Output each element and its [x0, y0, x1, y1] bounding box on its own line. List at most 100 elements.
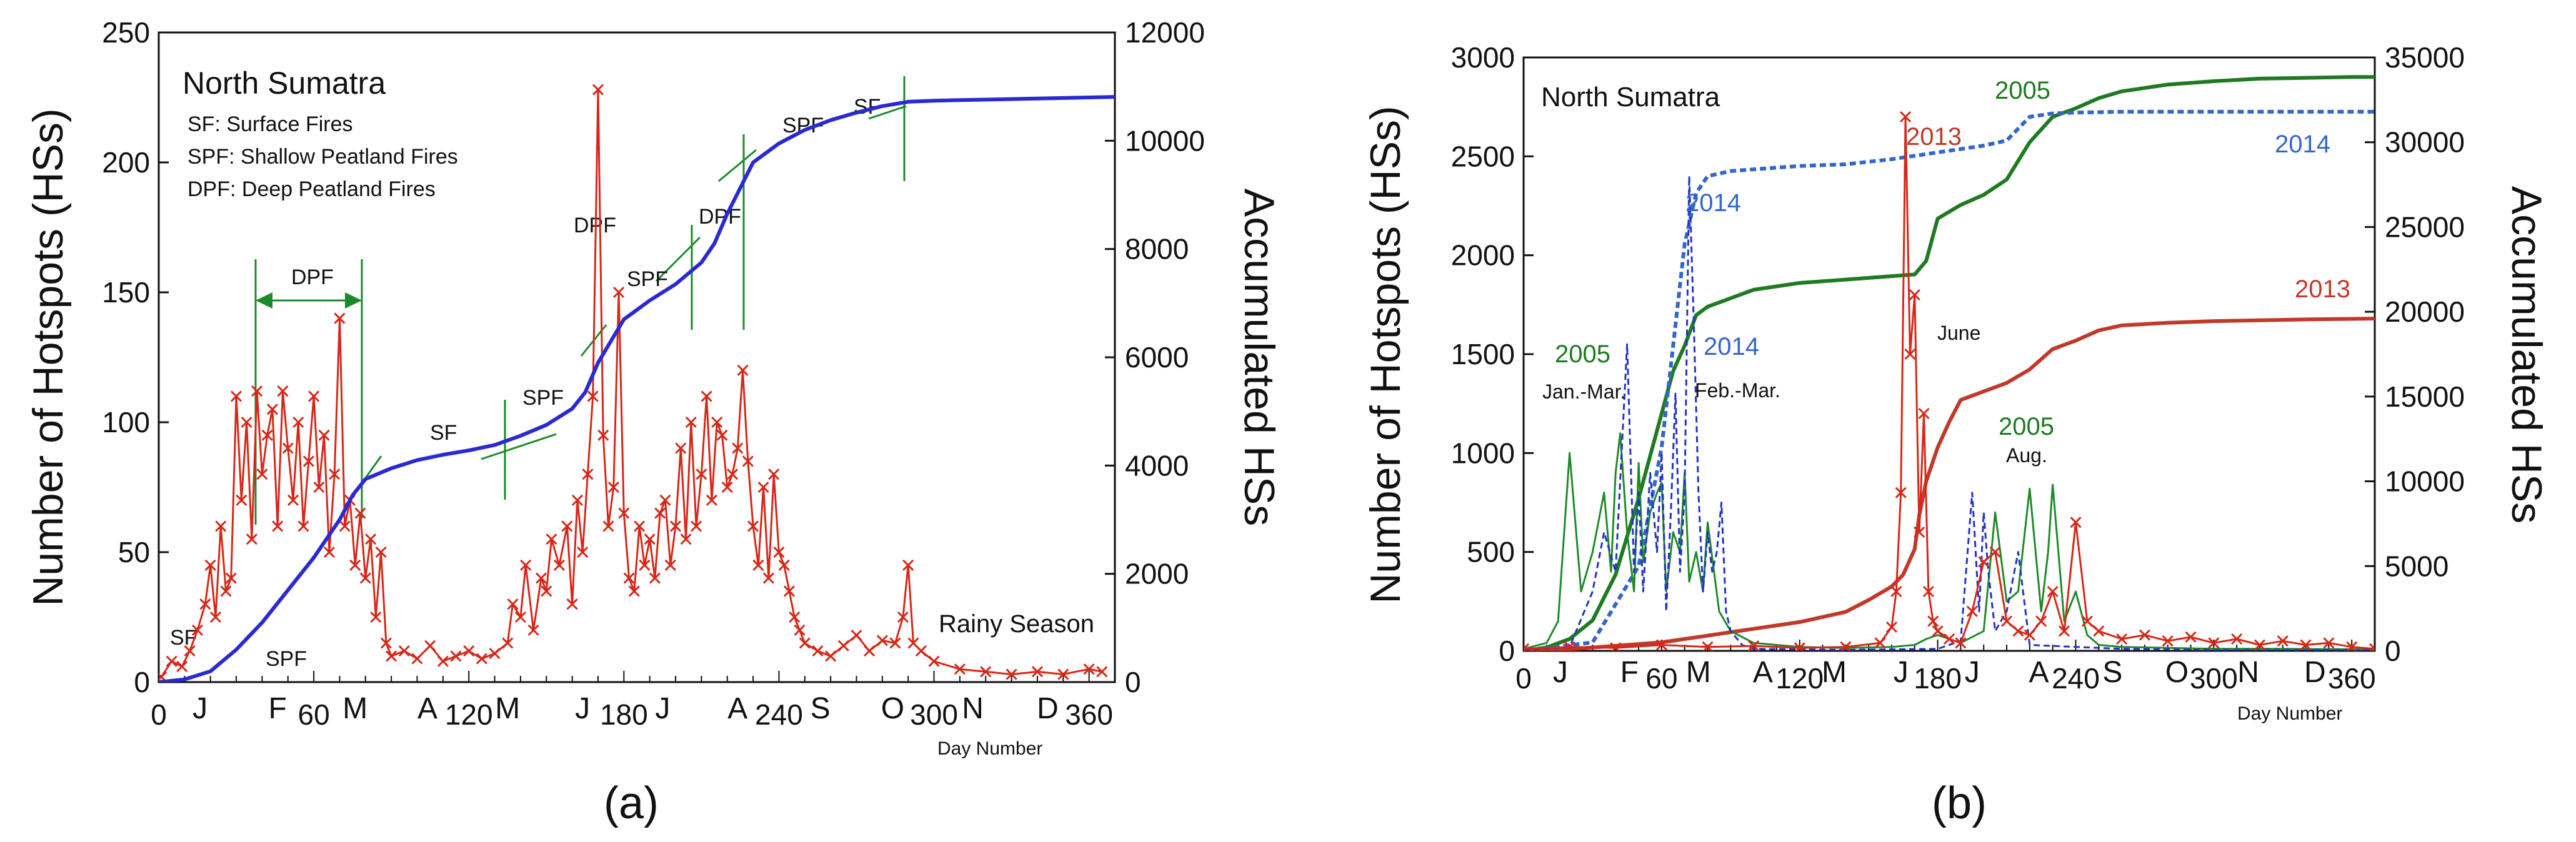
2013-daily-point — [2323, 637, 2335, 649]
daily-hotspots-point — [292, 416, 304, 428]
2014-daily-line — [1524, 175, 2375, 651]
daily-hotspots-point — [272, 520, 284, 532]
2013-daily-point — [1874, 637, 1886, 649]
daily-hotspots-point — [644, 533, 656, 545]
daily-hotspots-point — [282, 442, 294, 454]
month-label: N — [2237, 656, 2259, 689]
legend-dpf: DPF: Deep Peatland Fires — [187, 177, 436, 201]
stage-label-dpf: DPF — [699, 205, 741, 229]
2013-daily-point — [2000, 615, 2013, 627]
rainy-season-label: Rainy Season — [939, 610, 1094, 638]
y-tick-label: 3000 — [1451, 41, 1515, 74]
2013-daily-point — [2254, 639, 2266, 651]
2013-daily-point — [1524, 643, 1530, 651]
legend-spf: SPF: Shallow Peatland Fires — [187, 145, 458, 169]
daily-hotspots-point — [602, 520, 614, 532]
daily-hotspots-point — [225, 572, 237, 584]
month-label: A — [417, 692, 437, 725]
daily-hotspots-point — [902, 559, 914, 571]
2013-daily-point — [2369, 643, 2375, 651]
daily-hotspots-point — [313, 481, 325, 493]
month-label: O — [881, 692, 904, 725]
daily-hotspots-point — [561, 520, 573, 532]
daily-hotspots-point — [411, 653, 423, 665]
month-label: A — [727, 692, 747, 725]
daily-hotspots-point — [277, 385, 289, 397]
daily-hotspots-point — [851, 630, 862, 641]
2013-daily-point — [1918, 407, 1930, 420]
daily-hotspots-point — [864, 645, 876, 657]
2013-daily-point — [1922, 585, 1934, 598]
2013-daily-point — [2139, 629, 2150, 641]
daily-hotspots-point — [654, 507, 666, 519]
x-tick-label: 0 — [1515, 662, 1532, 695]
label-2014-accum: 2014 — [2275, 131, 2330, 158]
axis-ticks-a: 0 50 100 150 200 250 0 2000 4000 6000 8000 10000 120… — [102, 16, 1205, 731]
daily-hotspots-point — [954, 663, 966, 675]
daily-hotspots-point — [386, 650, 397, 662]
y-tick-label: 1000 — [1451, 437, 1515, 469]
daily-hotspots-point — [359, 572, 371, 584]
y2-tick-label: 30000 — [2385, 126, 2465, 159]
y-tick-label: 2500 — [1451, 140, 1515, 172]
daily-hotspots-point — [546, 533, 557, 545]
daily-hotspots-point — [220, 585, 232, 597]
daily-hotspots-point — [639, 559, 651, 571]
label-2005-accum: 2005 — [1995, 77, 2050, 104]
daily-hotspots-point — [553, 559, 566, 571]
2013-daily-point — [1914, 526, 1925, 538]
daily-hotspots-point — [597, 429, 609, 441]
daily-hotspots-point — [566, 598, 578, 610]
daily-hotspots-point — [876, 635, 888, 646]
2013-daily-point — [2012, 625, 2024, 637]
daily-hotspots-point — [241, 416, 252, 428]
month-label: F — [1620, 656, 1639, 689]
label-2014-peak: 2014 — [1685, 189, 1741, 217]
y2-tick-label: 10000 — [2385, 465, 2465, 498]
panel-a-y2label: Accumulated HSs — [1236, 189, 1283, 526]
daily-hotspots-point — [587, 390, 599, 402]
x-tick-label: 180 — [600, 698, 648, 731]
daily-hotspots-point — [706, 494, 717, 506]
panel-a: 0 50 100 150 200 250 0 2000 4000 6000 8000 10000 120… — [24, 16, 1283, 828]
2013-daily-point — [1655, 639, 1667, 651]
label-aug: Aug. — [2006, 444, 2047, 467]
y-tick-label: 1500 — [1451, 338, 1515, 370]
daily-hotspots-point — [607, 481, 619, 493]
daily-hotspots-point — [507, 598, 519, 610]
month-label: J — [192, 692, 207, 725]
daily-hotspots-point — [789, 611, 801, 623]
daily-hotspots-point — [716, 429, 728, 441]
daily-hotspots-point — [762, 572, 774, 584]
daily-hotspots-point — [450, 650, 462, 662]
y2-tick-label: 2000 — [1125, 558, 1189, 590]
2013-accumulated-line — [1524, 317, 2375, 651]
2005-daily-line — [1524, 432, 2375, 651]
x-tick-label: 120 — [1775, 662, 1824, 695]
daily-hotspots-point — [634, 520, 646, 532]
2013-daily-point — [2024, 629, 2035, 641]
month-label: J — [1965, 656, 1980, 689]
month-label: J — [1894, 656, 1909, 689]
panel-b-label: (b) — [1932, 778, 1987, 828]
x-tick-label: 240 — [2052, 662, 2100, 695]
2013-daily-point — [2047, 585, 2059, 598]
2013-daily-point — [2185, 631, 2197, 643]
month-label: M — [342, 692, 367, 725]
daily-hotspots-point — [1031, 666, 1044, 678]
daily-hotspots-point — [209, 611, 222, 623]
stage-label-dpf: DPF — [291, 265, 334, 289]
daily-hotspots-point — [463, 645, 475, 657]
daily-hotspots-point — [680, 533, 692, 545]
daily-hotspots-point — [664, 559, 676, 571]
daily-hotspots-point — [701, 390, 712, 402]
y2-tick-label: 15000 — [2385, 380, 2465, 413]
y-tick-label: 250 — [102, 16, 150, 49]
daily-hotspots-point — [236, 494, 247, 506]
x-tick-label: 180 — [1914, 662, 1962, 695]
2013-daily-point — [1989, 546, 2001, 558]
daily-hotspots-point — [476, 653, 487, 665]
y-tick-label: 500 — [1467, 536, 1515, 568]
slope-line — [655, 236, 701, 282]
